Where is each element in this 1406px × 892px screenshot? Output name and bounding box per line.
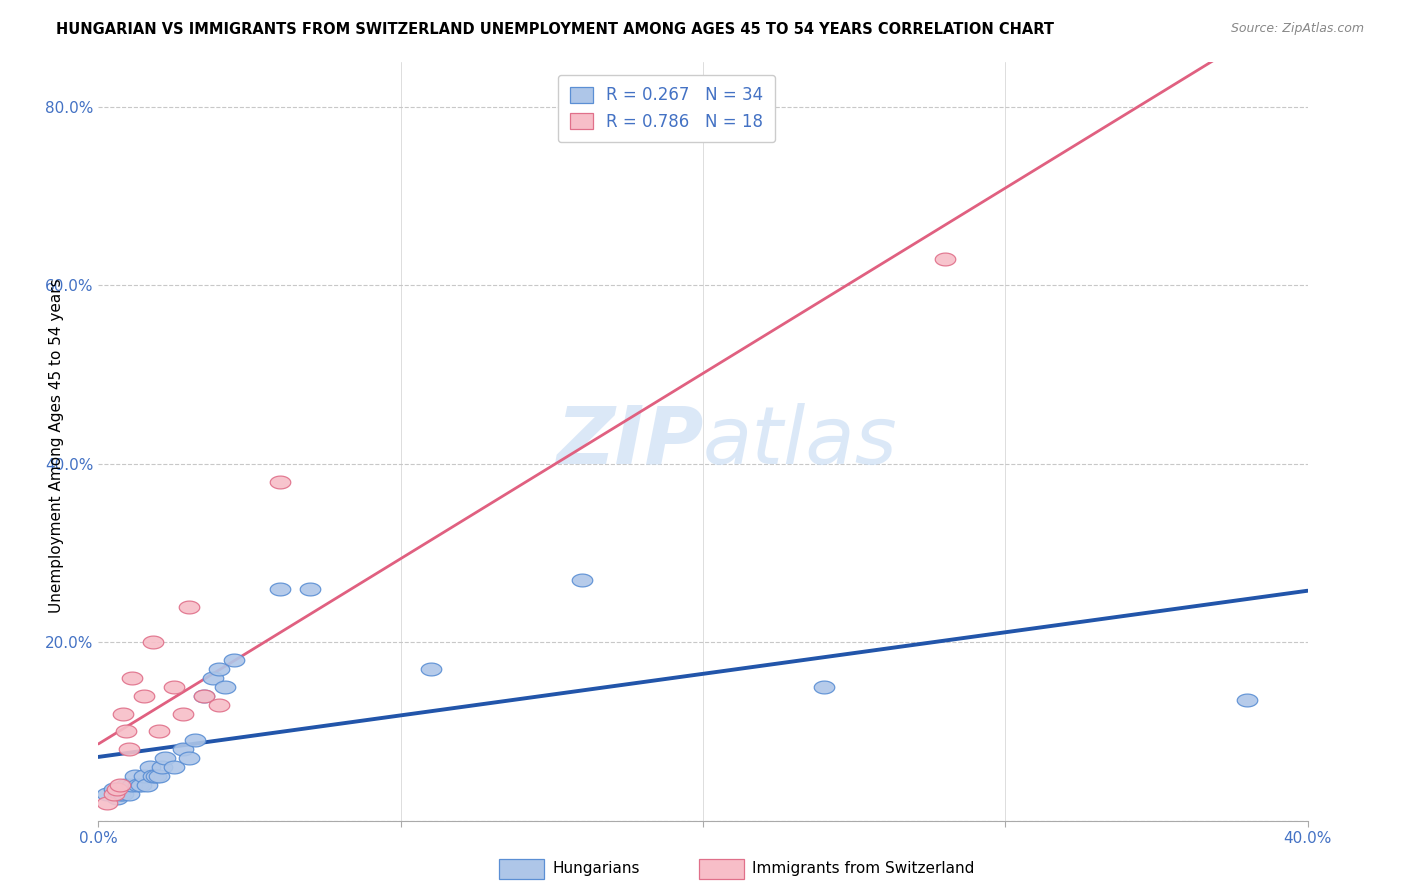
Point	[172, 706, 194, 721]
Point	[208, 662, 231, 676]
Point	[108, 787, 131, 801]
Point	[96, 787, 118, 801]
Point	[224, 653, 246, 667]
Point	[145, 769, 167, 783]
Point	[163, 680, 186, 694]
Point	[111, 706, 134, 721]
Point	[269, 475, 291, 489]
Legend: R = 0.267   N = 34, R = 0.786   N = 18: R = 0.267 N = 34, R = 0.786 N = 18	[558, 75, 775, 142]
Point	[214, 680, 236, 694]
Point	[163, 760, 186, 774]
Point	[193, 689, 215, 703]
Point	[105, 791, 128, 805]
Point	[124, 769, 146, 783]
Point	[148, 724, 170, 739]
Point	[142, 769, 165, 783]
Point	[208, 698, 231, 712]
Point	[135, 778, 157, 792]
Point	[118, 787, 141, 801]
Point	[179, 751, 201, 765]
Point	[103, 787, 125, 801]
Point	[153, 751, 176, 765]
Point	[108, 778, 131, 792]
Point	[1236, 693, 1258, 707]
Point	[139, 760, 162, 774]
Text: ZIP: ZIP	[555, 402, 703, 481]
Point	[184, 733, 207, 747]
Point	[571, 573, 593, 587]
Point	[148, 769, 170, 783]
Point	[127, 778, 149, 792]
Text: Unemployment Among Ages 45 to 54 years: Unemployment Among Ages 45 to 54 years	[49, 278, 63, 614]
Point	[269, 582, 291, 596]
Point	[132, 769, 155, 783]
Point	[202, 671, 225, 685]
Point	[299, 582, 322, 596]
Point	[193, 689, 215, 703]
Point	[934, 252, 956, 266]
Point	[96, 796, 118, 810]
Point	[114, 778, 136, 792]
Point	[179, 599, 201, 614]
Text: Source: ZipAtlas.com: Source: ZipAtlas.com	[1230, 22, 1364, 36]
Point	[129, 778, 152, 792]
Point	[114, 724, 136, 739]
Point	[103, 782, 125, 797]
Point	[172, 742, 194, 756]
Point	[121, 671, 143, 685]
Point	[105, 782, 128, 797]
Point	[118, 742, 141, 756]
Point	[111, 787, 134, 801]
Point	[132, 689, 155, 703]
Text: HUNGARIAN VS IMMIGRANTS FROM SWITZERLAND UNEMPLOYMENT AMONG AGES 45 TO 54 YEARS : HUNGARIAN VS IMMIGRANTS FROM SWITZERLAND…	[56, 22, 1054, 37]
Point	[420, 662, 443, 676]
Point	[121, 778, 143, 792]
Text: atlas: atlas	[703, 402, 898, 481]
Point	[813, 680, 835, 694]
Text: Hungarians: Hungarians	[553, 862, 640, 876]
Text: Immigrants from Switzerland: Immigrants from Switzerland	[752, 862, 974, 876]
Point	[142, 635, 165, 649]
Point	[150, 760, 173, 774]
